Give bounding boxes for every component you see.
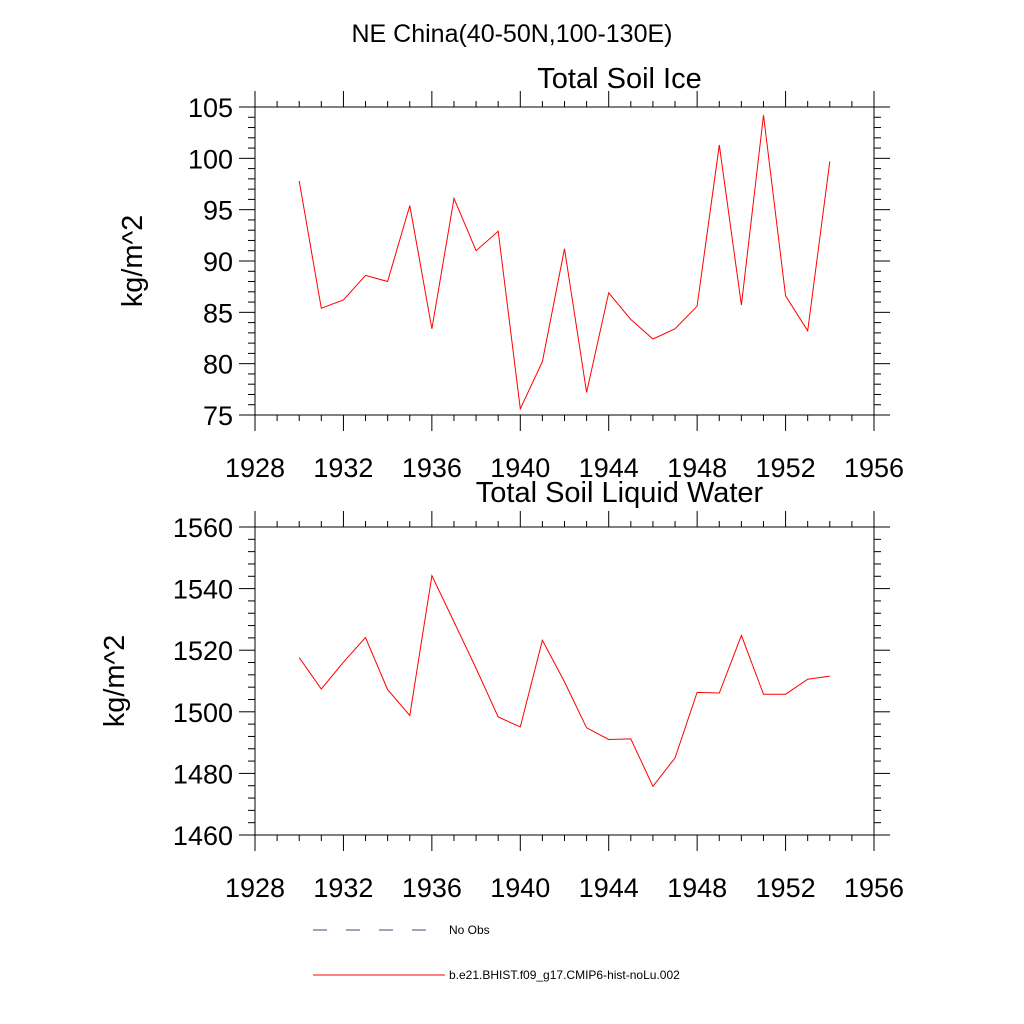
x-tick-label: 1956 [844, 873, 904, 903]
x-tick-label: 1940 [490, 453, 550, 483]
x-tick-label: 1944 [579, 453, 639, 483]
y-tick-label: 1480 [173, 759, 233, 789]
y-tick-label: 1540 [173, 575, 233, 605]
y-tick-label: 1500 [173, 698, 233, 728]
legend: No Obs b.e21.BHIST.f09_g17.CMIP6-hist-no… [313, 923, 680, 982]
x-tick-label: 1932 [313, 453, 373, 483]
series-line [298, 115, 831, 411]
y-tick-label: 80 [203, 350, 233, 380]
legend-label-no-obs: No Obs [449, 923, 490, 937]
chart-total-soil-liquid-water: Total Soil Liquid Water kg/m^2 1928 1932 193… [99, 477, 904, 903]
x-tick-label: 1944 [579, 873, 639, 903]
series-line [298, 574, 830, 788]
x-tick-label: 1948 [667, 453, 727, 483]
page-title: NE China(40-50N,100-130E) [351, 20, 672, 48]
chart-title: Total Soil Liquid Water [476, 477, 764, 509]
x-tick-label: 1940 [490, 873, 550, 903]
y-tick-label: 1560 [173, 513, 233, 543]
y-tick-label: 85 [203, 298, 233, 328]
y-tick-label: 100 [188, 144, 233, 174]
x-tick-label: 1936 [402, 453, 462, 483]
x-tick-label: 1952 [756, 453, 816, 483]
y-tick-label: 90 [203, 247, 233, 277]
y-tick-label: 75 [203, 401, 233, 431]
chart-total-soil-ice: Total Soil Ice kg/m^2 1928 1932 1936 1940 1944… [117, 63, 904, 483]
x-tick-label: 1932 [313, 873, 373, 903]
x-tick-label: 1936 [402, 873, 462, 903]
y-tick-label: 105 [188, 93, 233, 123]
x-tick-label: 1948 [667, 873, 727, 903]
y-axis-label: kg/m^2 [117, 215, 149, 308]
x-tick-label: 1928 [225, 453, 285, 483]
y-tick-label: 1520 [173, 636, 233, 666]
legend-item-model-run: b.e21.BHIST.f09_g17.CMIP6-hist-noLu.002 [313, 968, 680, 982]
x-tick-label: 1952 [756, 873, 816, 903]
chart-title: Total Soil Ice [537, 63, 701, 95]
y-axis-label: kg/m^2 [99, 635, 131, 728]
y-tick-label: 95 [203, 196, 233, 226]
x-tick-label: 1956 [844, 453, 904, 483]
x-tick-label: 1928 [225, 873, 285, 903]
y-tick-label: 1460 [173, 821, 233, 851]
legend-item-no-obs: No Obs [313, 923, 490, 937]
legend-label-model-run: b.e21.BHIST.f09_g17.CMIP6-hist-noLu.002 [449, 968, 680, 982]
